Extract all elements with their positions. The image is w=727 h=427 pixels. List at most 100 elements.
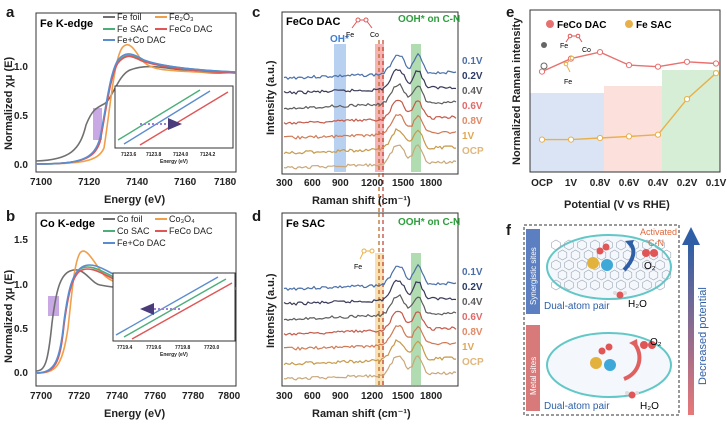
panel-b: b 7719.4 7719.6 7719.8 7720.0 Energy (eV… xyxy=(0,208,245,427)
panel-label-e: e xyxy=(506,4,515,21)
b-xtick-2: 7740 xyxy=(106,391,129,402)
xanes-fe-chart: 7123.6 7123.8 7124.0 7124.2 Energy (eV) … xyxy=(3,12,237,206)
b-xtick-3: 7760 xyxy=(144,391,167,402)
d-xtick-4: 1500 xyxy=(392,391,415,402)
inset-b-tick-1: 7719.6 xyxy=(146,345,162,351)
a-xtick-4: 7180 xyxy=(214,177,237,188)
e-xlabel: Potential (V vs RHE) xyxy=(564,199,670,211)
b-ytick-0: 0.0 xyxy=(14,368,28,379)
e-series-0-point-6 xyxy=(712,60,720,67)
a-ytick-2: 1.0 xyxy=(14,62,28,73)
e-series-1-point-3 xyxy=(625,133,633,140)
panel-label-d: d xyxy=(252,208,262,225)
panel_d-potential-4: 0.8V xyxy=(462,327,483,338)
e-mol-fe2: Fe xyxy=(564,79,572,86)
f-bottom-scene: O₂ H₂O Dual-atom pair xyxy=(544,332,672,412)
e-series-1-point-6 xyxy=(712,70,720,77)
e-feco-mol-icon: Fe Co xyxy=(541,33,591,54)
e-series-0-point-2 xyxy=(596,49,604,56)
b-xtick-1: 7720 xyxy=(68,391,91,402)
panel_d-spectrum-3 xyxy=(283,310,457,336)
panel-label-c: c xyxy=(252,4,261,21)
legend-fe-foil: Fe foil xyxy=(117,12,142,22)
d-xtick-2: 900 xyxy=(332,391,349,402)
panel_c-potential-2: 0.4V xyxy=(462,86,483,97)
a-xtick-3: 7160 xyxy=(174,177,197,188)
f-h2o-top: H₂O xyxy=(628,299,647,310)
panel_c-potential-3: 0.6V xyxy=(462,101,483,112)
b-xtick-0: 7700 xyxy=(30,391,53,402)
c-mol-co: Co xyxy=(370,32,379,39)
panel_d-spectrum-1 xyxy=(283,279,457,306)
b-ytick-1: 0.5 xyxy=(14,324,28,335)
inset-b-tick-3: 7720.0 xyxy=(204,345,220,351)
panel-label-b: b xyxy=(6,208,16,225)
a-ylabel: Normalized χμ (E) xyxy=(3,57,15,150)
e-xtick-0: OCP xyxy=(531,178,553,189)
legend-fe-sac: Fe SAC xyxy=(117,24,149,34)
e-ylabel: Normalized Raman intensity xyxy=(511,17,523,165)
f-o2-bottom: O₂ xyxy=(650,337,662,348)
c-xtick-1: 600 xyxy=(304,178,321,189)
e-series-1-point-5 xyxy=(683,96,691,103)
b-ytick-3: 1.5 xyxy=(14,235,28,246)
legend-co3o4: Co₃O₄ xyxy=(169,214,195,224)
panel_d-spectrum-0 xyxy=(283,263,457,292)
panel-a: a 7123.6 7123.8 7124.0 7124.2 Energy (eV… xyxy=(0,0,245,212)
e-xtick-2: 0.8V xyxy=(590,178,611,189)
legend-feco-mix: Fe+Co DAC xyxy=(117,35,166,45)
panel_d-spectrum-5 xyxy=(283,338,456,366)
f-side-bottom: Metal sites xyxy=(529,357,538,395)
panel_d-potential-2: 0.4V xyxy=(462,297,483,308)
f-activated: Activated xyxy=(640,227,677,237)
c-ylabel: Intensity (a.u.) xyxy=(265,60,277,135)
f-arrow-label: Decreased potential xyxy=(697,287,709,385)
e-series-1-point-2 xyxy=(596,134,604,142)
a-ytick-1: 0.5 xyxy=(14,111,28,122)
inset-a-tick-1: 7123.8 xyxy=(146,152,162,158)
a-ytick-0: 0.0 xyxy=(14,160,28,171)
d-ylabel: Intensity (a.u.) xyxy=(265,273,277,348)
a-xtick-1: 7120 xyxy=(78,177,101,188)
c-xtick-5: 1800 xyxy=(420,178,443,189)
panel-c: c FeCo DAC OH* OOH* on C-N Fe Co 0.1V 0.2… xyxy=(248,0,484,212)
c-xtick-0: 300 xyxy=(276,178,293,189)
b-ylabel: Normalized χμ (E) xyxy=(3,270,15,363)
b-xtick-4: 7780 xyxy=(182,391,205,402)
legend-fe2o3: Fe₂O₃ xyxy=(169,12,194,22)
c-mol-fe: Fe xyxy=(346,32,354,39)
b-ytick-2: 1.0 xyxy=(14,280,28,291)
panel-label-f: f xyxy=(506,222,511,239)
e-xtick-1: 1V xyxy=(565,178,578,189)
mechanism-schematic: Synergistic sites Metal sites Activated … xyxy=(523,224,709,416)
c-molecule-icon: Fe Co xyxy=(346,17,379,39)
d-xtick-0: 300 xyxy=(276,391,293,402)
e-xtick-3: 0.6V xyxy=(619,178,640,189)
c-xlabel: Raman shift (cm⁻¹) xyxy=(312,195,411,207)
inset-a-tick-0: 7123.6 xyxy=(121,152,137,158)
curve-fe2o3 xyxy=(35,43,237,165)
c-band-oh: OH* xyxy=(330,34,349,45)
f-cn: C-N xyxy=(648,238,664,248)
panel-e: e FeCo DAC Fe SAC Fe Co Fe xyxy=(484,0,727,215)
panel-d-title: Fe SAC xyxy=(286,218,325,230)
d-xtick-1: 600 xyxy=(304,391,321,402)
legend-b-feco-dac: FeCo DAC xyxy=(169,226,213,236)
e-legend-fesac: Fe SAC xyxy=(636,20,672,31)
panel_c-potential-4: 0.8V xyxy=(462,116,483,127)
legend-co-sac: Co SAC xyxy=(117,226,150,236)
curve-feco-dac xyxy=(35,55,237,165)
inset-a-tick-3: 7124.2 xyxy=(200,152,216,158)
panel_d-spectrum-4 xyxy=(284,324,457,351)
panel_c-potential-1: 0.2V xyxy=(462,71,483,82)
panel_d-potential-6: OCP xyxy=(462,357,484,368)
f-bottom-caption: Dual-atom pair xyxy=(544,401,610,412)
raman-intensity-chart: FeCo DAC Fe SAC Fe Co Fe OCP 1V 0.8V 0.6V 0.… xyxy=(511,9,727,211)
inset-b-tick-2: 7719.8 xyxy=(175,345,191,351)
f-o2-top: O₂ xyxy=(644,261,656,272)
panel_c-spectrum-4 xyxy=(284,113,457,140)
panel_c-spectrum-5 xyxy=(283,127,456,155)
d-xlabel: Raman shift (cm⁻¹) xyxy=(312,408,411,420)
c-xtick-3: 1200 xyxy=(361,178,384,189)
panel-c-title: FeCo DAC xyxy=(286,16,340,28)
